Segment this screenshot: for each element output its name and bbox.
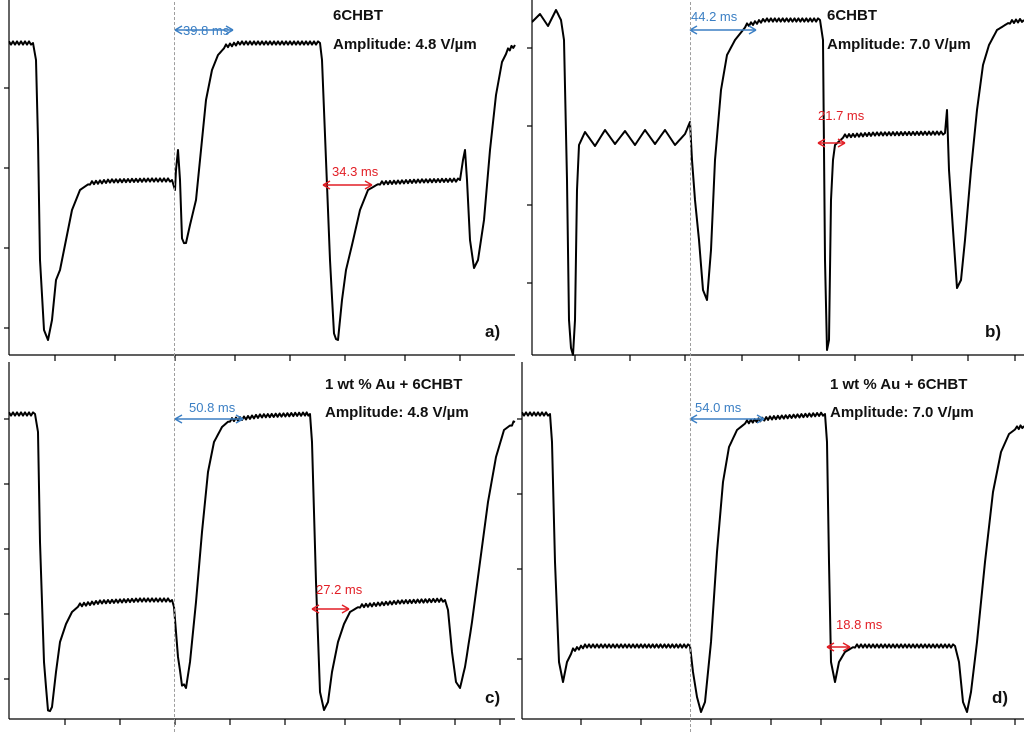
- panel-c-title: 1 wt % Au + 6CHBT: [325, 376, 462, 393]
- panel-a-amplitude-label: Amplitude: 4.8 V/µm: [333, 36, 477, 53]
- divider-left: [174, 2, 175, 732]
- panel-c-rise-arrowhead-left: [174, 414, 183, 424]
- panel-a-fall-arrowhead-left: [322, 180, 331, 190]
- panel-c-amplitude-label: Amplitude: 4.8 V/µm: [325, 404, 469, 421]
- panel-d-title: 1 wt % Au + 6CHBT: [830, 376, 967, 393]
- panel-b-amplitude-label: Amplitude: 7.0 V/µm: [827, 36, 971, 53]
- panel-b-title: 6CHBT: [827, 7, 877, 24]
- panel-b-rise-time-annotation: 44.2 ms: [689, 9, 757, 35]
- panel-c: 50.8 ms 27.2 ms 1 wt % Au + 6CHBT Amplitude…: [4, 362, 516, 725]
- panel-a-waveform: [8, 40, 516, 341]
- panel-c-rise-time-annotation: 50.8 ms: [174, 400, 244, 424]
- panel-d-rise-arrowhead-left: [689, 414, 698, 424]
- panel-d-rise-arrowhead-right: [756, 414, 765, 424]
- panel-c-panel-label: c): [485, 688, 500, 707]
- panel-b-rise-arrowhead-right: [748, 25, 757, 35]
- panel-a-rise-time-label: 39.8 ms: [183, 23, 230, 38]
- panel-c-fall-time-label: 27.2 ms: [316, 582, 363, 597]
- panel-b-rise-arrowhead-left: [689, 25, 698, 35]
- panel-c-fall-time-annotation: 27.2 ms: [311, 582, 363, 614]
- panel-b-panel-label: b): [985, 322, 1001, 341]
- panel-b-fall-arrowhead-right: [837, 138, 846, 148]
- panel-a-rise-arrowhead-left: [174, 25, 183, 35]
- panel-d-fall-time-label: 18.8 ms: [836, 617, 883, 632]
- panel-a-title: 6CHBT: [333, 7, 383, 24]
- panel-d-fall-arrowhead-left: [826, 642, 835, 652]
- panel-d-amplitude-label: Amplitude: 7.0 V/µm: [830, 404, 974, 421]
- panel-c-fall-arrowhead-left: [311, 604, 320, 614]
- panel-a-rise-time-annotation: 39.8 ms: [174, 23, 234, 38]
- panel-d: 54.0 ms 18.8 ms 1 wt % Au + 6CHBT Amplitude…: [517, 362, 1024, 725]
- panel-d-panel-label: d): [992, 688, 1008, 707]
- panel-b-fall-time-annotation: 21.7 ms: [817, 108, 865, 148]
- panel-b-rise-time-label: 44.2 ms: [691, 9, 738, 24]
- panel-a: 39.8 ms 34.3 ms 6CHBT Amplitude: 4.8 V/µm a): [4, 0, 516, 361]
- panel-c-waveform: [8, 411, 516, 713]
- panel-b-fall-arrowhead-left: [817, 138, 826, 148]
- panel-a-fall-time-label: 34.3 ms: [332, 164, 379, 179]
- divider-right: [690, 2, 691, 732]
- panel-a-rise-arrowhead-right: [225, 25, 234, 35]
- panel-a-panel-label: a): [485, 322, 500, 341]
- panel-d-fall-arrowhead-right: [842, 642, 851, 652]
- panel-a-fall-time-annotation: 34.3 ms: [322, 164, 379, 190]
- panel-b-waveform: [531, 9, 1024, 356]
- panel-c-rise-time-label: 50.8 ms: [189, 400, 236, 415]
- panel-c-rise-arrowhead-right: [235, 414, 244, 424]
- panel-d-waveform: [521, 411, 1024, 713]
- panel-c-fall-arrowhead-right: [341, 604, 350, 614]
- panel-b: 44.2 ms 21.7 ms 6CHBT Amplitude: 7.0 V/µm b): [527, 0, 1024, 361]
- panel-a-fall-arrowhead-right: [364, 180, 373, 190]
- panel-d-rise-time-annotation: 54.0 ms: [689, 400, 765, 424]
- panel-d-rise-time-label: 54.0 ms: [695, 400, 742, 415]
- panel-d-fall-time-annotation: 18.8 ms: [826, 617, 883, 652]
- panel-b-fall-time-label: 21.7 ms: [818, 108, 865, 123]
